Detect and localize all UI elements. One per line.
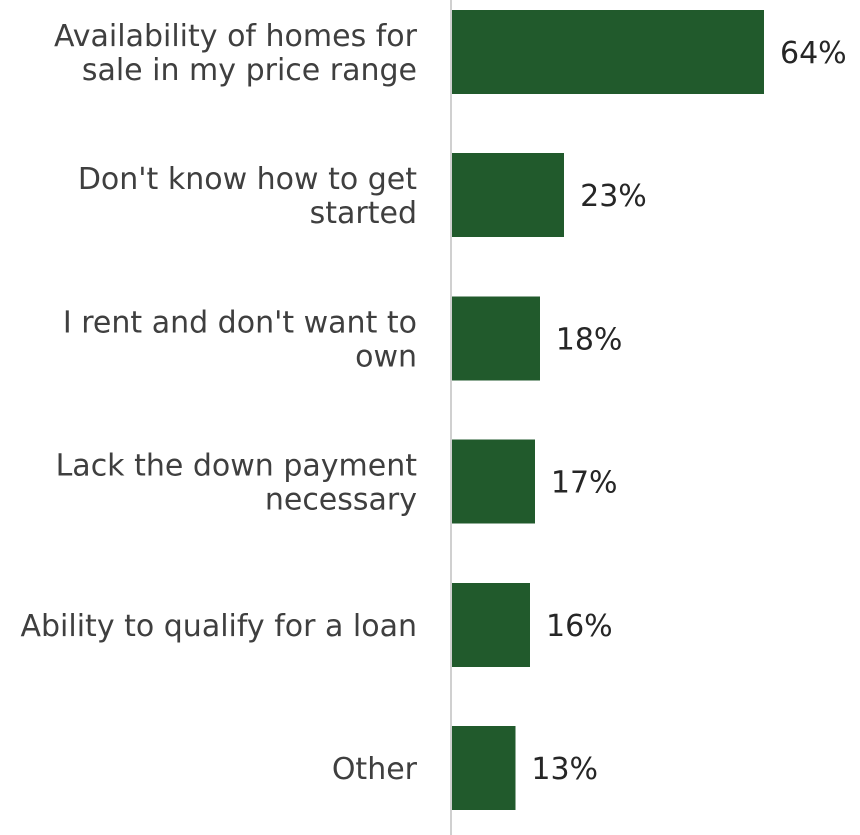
bar-1 [452,153,564,237]
category-label-1-line-0: Don't know how to get [78,162,417,197]
category-label-1-line-1: started [310,196,417,231]
category-label-0-line-0: Availability of homes for [54,19,418,54]
category-label-0: Availability of homes for sale in my pric… [54,19,418,88]
bar-3 [452,440,535,524]
bars-group [452,10,764,810]
value-label-5: 13% [531,752,598,787]
bar-4 [452,583,530,667]
category-labels-group: Availability of homes for sale in my pric… [20,19,417,787]
bar-5 [452,726,515,810]
bar-2 [452,296,540,380]
category-label-3: Lack the down payment necessary [56,449,418,518]
value-label-4: 16% [546,609,613,644]
category-label-2: I rent and don't want to own [63,305,417,374]
category-label-2-line-0: I rent and don't want to [63,305,417,340]
value-label-0: 64% [780,36,847,71]
value-label-3: 17% [551,466,618,501]
category-label-1: Don't know how to get started [78,162,417,231]
bar-0 [452,10,764,94]
value-label-2: 18% [556,322,623,357]
category-label-2-line-1: own [355,339,417,374]
category-label-4: Ability to qualify for a loan [20,609,417,644]
category-label-0-line-1: sale in my price range [82,53,417,88]
value-labels-group: 64% 23% 18% 17% 16% 13% [531,36,846,787]
category-label-4-line-0: Ability to qualify for a loan [20,609,417,644]
category-label-5: Other [332,752,418,787]
value-label-1: 23% [580,179,647,214]
category-label-5-line-0: Other [332,752,418,787]
category-label-3-line-0: Lack the down payment [56,449,418,484]
category-label-3-line-1: necessary [265,483,417,518]
